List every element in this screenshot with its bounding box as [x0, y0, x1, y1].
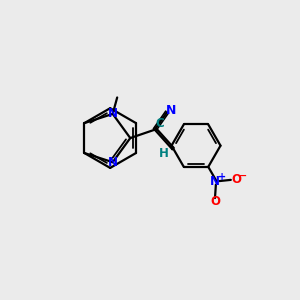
Text: O: O	[210, 196, 220, 208]
Text: N: N	[166, 104, 176, 117]
Text: H: H	[159, 147, 169, 160]
Text: O: O	[231, 173, 241, 186]
Text: N: N	[108, 156, 118, 169]
Text: +: +	[218, 172, 226, 182]
Text: N: N	[210, 175, 220, 188]
Text: C: C	[155, 116, 164, 130]
Text: N: N	[108, 107, 118, 120]
Text: −: −	[238, 171, 248, 181]
